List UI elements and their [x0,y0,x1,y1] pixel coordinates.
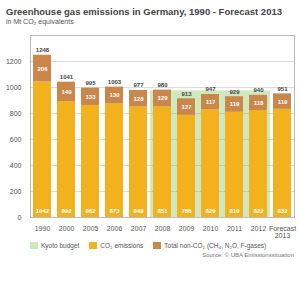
svg-text:2010: 2010 [203,225,219,232]
svg-text:995: 995 [85,80,96,86]
svg-text:133: 133 [85,94,96,100]
svg-text:2012: 2012 [251,225,267,232]
svg-text:980: 980 [157,82,168,88]
svg-text:951: 951 [277,86,288,92]
svg-text:149: 149 [61,89,72,95]
svg-text:130: 130 [109,92,120,98]
svg-text:1200: 1200 [6,58,22,65]
svg-text:862: 862 [85,208,96,214]
svg-text:2000: 2000 [59,225,75,232]
svg-text:118: 118 [254,100,264,106]
svg-text:0: 0 [18,214,22,221]
html-text:Kyoto budget: Kyoto budget [41,242,80,249]
svg-text:873: 873 [109,208,120,214]
svg-text:1990: 1990 [35,225,51,232]
svg-text:800: 800 [10,110,22,117]
svg-text:832: 832 [277,208,288,214]
html-text:CO₂ emissions: CO₂ emissions [100,242,144,249]
svg-text:2007: 2007 [131,225,147,232]
svg-text:129: 129 [157,95,168,101]
svg-text:2011: 2011 [227,225,242,232]
svg-text:117: 117 [206,99,216,105]
svg-text:400: 400 [10,162,22,169]
svg-text:940: 940 [253,87,264,93]
svg-text:1041: 1041 [60,74,74,80]
html-text:Total non-CO₂ (CH₄, N₂O, F-gas: Total non-CO₂ (CH₄, N₂O, F-gases) [164,242,267,249]
svg-text:200: 200 [10,188,22,195]
svg-text:929: 929 [229,89,240,95]
svg-text:947: 947 [205,86,216,92]
svg-text:128: 128 [133,96,144,102]
svg-text:1003: 1003 [108,79,122,85]
svg-text:2009: 2009 [179,225,195,232]
svg-text:1000: 1000 [6,84,22,91]
svg-text:2008: 2008 [155,225,171,232]
svg-text:119: 119 [278,99,288,105]
svg-text:119: 119 [230,101,240,107]
svg-text:892: 892 [61,208,72,214]
svg-text:829: 829 [205,208,216,214]
svg-text:849: 849 [133,208,144,214]
svg-text:127: 127 [181,104,192,110]
svg-text:913: 913 [181,91,192,97]
svg-text:822: 822 [253,208,264,214]
svg-text:2006: 2006 [107,225,123,232]
svg-text:977: 977 [133,82,144,88]
svg-text:2005: 2005 [83,225,99,232]
svg-text:851: 851 [157,208,168,214]
svg-text:600: 600 [10,136,22,143]
svg-text:206: 206 [37,66,48,72]
svg-text:1248: 1248 [36,47,50,53]
svg-text:Forecast2013: Forecast2013 [269,225,296,239]
svg-text:810: 810 [229,208,240,214]
html-text:in Mt CO₂ equivalents: in Mt CO₂ equivalents [6,18,74,25]
svg-text:1042: 1042 [36,208,50,214]
html-text:Greenhouse gas emissions in Ge: Greenhouse gas emissions in Germany, 199… [6,6,282,17]
svg-text:786: 786 [181,208,192,214]
html-text:Source: © UBA Emissionssituati: Source: © UBA Emissionssituation [202,252,294,258]
